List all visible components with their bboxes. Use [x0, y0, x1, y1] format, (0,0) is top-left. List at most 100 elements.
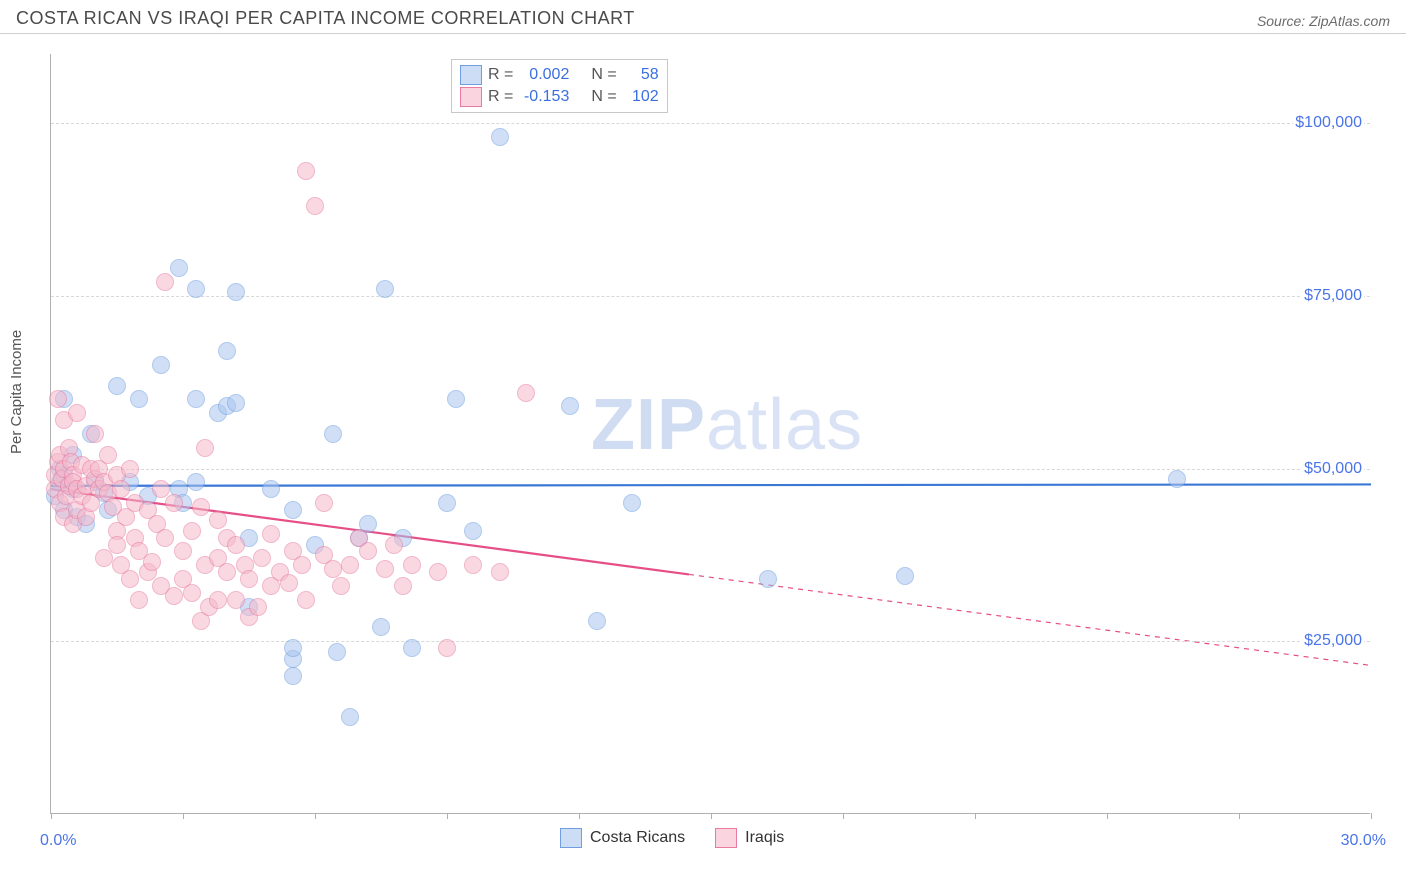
chart-container: Per Capita Income ZIPatlas R =0.002N =58…: [0, 34, 1406, 884]
scatter-point: [174, 542, 192, 560]
scatter-point: [341, 708, 359, 726]
scatter-point: [517, 384, 535, 402]
scatter-point: [196, 439, 214, 457]
scatter-point: [262, 480, 280, 498]
scatter-point: [68, 404, 86, 422]
scatter-point: [227, 536, 245, 554]
scatter-point: [130, 591, 148, 609]
scatter-point: [315, 494, 333, 512]
x-tick: [579, 813, 580, 819]
chart-header: COSTA RICAN VS IRAQI PER CAPITA INCOME C…: [0, 0, 1406, 34]
gridline: [51, 641, 1370, 642]
scatter-point: [403, 556, 421, 574]
scatter-point: [253, 549, 271, 567]
scatter-point: [376, 280, 394, 298]
chart-title: COSTA RICAN VS IRAQI PER CAPITA INCOME C…: [16, 8, 635, 29]
gridline: [51, 296, 1370, 297]
scatter-point: [328, 643, 346, 661]
x-tick: [1107, 813, 1108, 819]
scatter-point: [86, 425, 104, 443]
scatter-point: [491, 563, 509, 581]
y-axis-label: Per Capita Income: [8, 330, 25, 454]
scatter-point: [187, 473, 205, 491]
x-tick: [1371, 813, 1372, 819]
scatter-point: [49, 390, 67, 408]
x-tick: [183, 813, 184, 819]
x-tick: [51, 813, 52, 819]
legend-swatch: [560, 828, 582, 848]
scatter-point: [293, 556, 311, 574]
scatter-point: [143, 553, 161, 571]
scatter-point: [429, 563, 447, 581]
scatter-point: [438, 494, 456, 512]
scatter-point: [121, 460, 139, 478]
scatter-point: [385, 536, 403, 554]
y-tick-label: $100,000: [1293, 114, 1364, 132]
x-axis-max-label: 30.0%: [1341, 832, 1386, 850]
scatter-point: [491, 128, 509, 146]
scatter-point: [108, 377, 126, 395]
scatter-point: [759, 570, 777, 588]
scatter-point: [192, 498, 210, 516]
scatter-point: [464, 522, 482, 540]
scatter-point: [165, 494, 183, 512]
regression-line-dashed: [689, 574, 1371, 665]
scatter-point: [284, 501, 302, 519]
scatter-point: [1168, 470, 1186, 488]
scatter-point: [376, 560, 394, 578]
y-tick-label: $50,000: [1302, 460, 1364, 478]
plot-area: ZIPatlas R =0.002N =58R =-0.153N =102 $2…: [50, 54, 1370, 814]
scatter-point: [896, 567, 914, 585]
scatter-point: [332, 577, 350, 595]
scatter-point: [187, 280, 205, 298]
scatter-point: [394, 577, 412, 595]
scatter-point: [324, 425, 342, 443]
scatter-point: [306, 197, 324, 215]
scatter-point: [121, 570, 139, 588]
scatter-point: [227, 394, 245, 412]
scatter-point: [152, 356, 170, 374]
scatter-point: [209, 591, 227, 609]
scatter-point: [183, 522, 201, 540]
scatter-point: [156, 273, 174, 291]
legend-label: Costa Ricans: [590, 829, 685, 847]
x-axis-min-label: 0.0%: [40, 832, 76, 850]
source-attribution: Source: ZipAtlas.com: [1257, 13, 1390, 29]
scatter-point: [170, 259, 188, 277]
gridline: [51, 123, 1370, 124]
scatter-point: [464, 556, 482, 574]
scatter-point: [99, 446, 117, 464]
scatter-point: [447, 390, 465, 408]
scatter-point: [297, 591, 315, 609]
scatter-point: [341, 556, 359, 574]
scatter-point: [297, 162, 315, 180]
scatter-point: [165, 587, 183, 605]
scatter-point: [218, 563, 236, 581]
scatter-point: [280, 574, 298, 592]
x-tick: [315, 813, 316, 819]
legend-item: Iraqis: [715, 828, 784, 848]
scatter-point: [561, 397, 579, 415]
legend-swatch: [715, 828, 737, 848]
scatter-point: [262, 525, 280, 543]
scatter-point: [218, 342, 236, 360]
scatter-point: [156, 529, 174, 547]
scatter-point: [324, 560, 342, 578]
y-tick-label: $25,000: [1302, 632, 1364, 650]
scatter-point: [187, 390, 205, 408]
scatter-point: [438, 639, 456, 657]
scatter-point: [372, 618, 390, 636]
scatter-point: [284, 667, 302, 685]
scatter-point: [249, 598, 267, 616]
scatter-point: [183, 584, 201, 602]
x-tick: [843, 813, 844, 819]
scatter-point: [284, 639, 302, 657]
scatter-point: [227, 283, 245, 301]
x-tick: [1239, 813, 1240, 819]
y-tick-label: $75,000: [1302, 287, 1364, 305]
scatter-point: [130, 390, 148, 408]
legend-item: Costa Ricans: [560, 828, 685, 848]
scatter-point: [623, 494, 641, 512]
x-tick: [711, 813, 712, 819]
scatter-point: [403, 639, 421, 657]
